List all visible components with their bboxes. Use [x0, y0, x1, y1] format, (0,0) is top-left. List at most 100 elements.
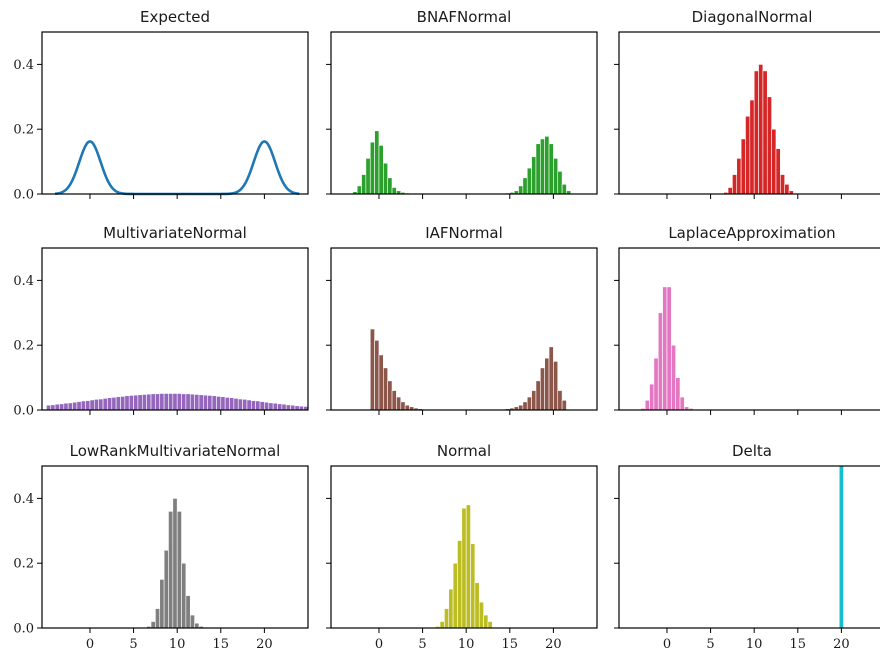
low-rank-multivariate-normal-x-tick-label: 20 [256, 637, 273, 652]
bnafnormal-bar [540, 138, 545, 195]
laplace-approximation-bar [662, 286, 668, 411]
multivariate-normal-bar [277, 403, 283, 411]
normal-bar [457, 540, 463, 629]
multivariate-normal-bar [46, 404, 52, 411]
multivariate-normal-bar [172, 393, 178, 411]
low-rank-multivariate-normal-bar [159, 579, 165, 629]
normal-x-tick-label: 5 [418, 637, 426, 652]
normal-bar [452, 562, 458, 629]
multivariate-normal-bar [111, 397, 117, 411]
iafnormal-bar [548, 346, 554, 411]
diagonal-normal-bar [745, 115, 751, 195]
normal-bar [448, 588, 454, 629]
iafnormal-bar [540, 367, 545, 411]
low-rank-multivariate-normal-bar [168, 511, 174, 629]
iafnormal-bar [369, 328, 375, 411]
bnafnormal-bar [361, 174, 367, 195]
normal-x-tick-label: 20 [545, 637, 562, 652]
bnafnormal-bar [526, 167, 532, 195]
delta-title: Delta [732, 442, 772, 460]
multivariate-normal-bar [115, 396, 121, 411]
iafnormal-bar [378, 354, 384, 411]
multivariate-normal-bar [159, 393, 165, 411]
iafnormal-bar [561, 399, 567, 411]
laplace-approximation-axes-frame [618, 247, 880, 411]
multivariate-normal-y-tick-label: 0.4 [13, 274, 34, 289]
normal-bar [483, 614, 489, 629]
bnafnormal-bar [557, 171, 563, 195]
bnafnormal-title: BNAFNormal [417, 8, 512, 26]
multivariate-normal-bar [94, 399, 99, 411]
bnafnormal-bar [535, 143, 541, 195]
multivariate-normal-bar [98, 398, 104, 411]
multivariate-normal-bar [198, 394, 204, 411]
normal-x-tick-label: 0 [375, 637, 383, 652]
normal-bar [474, 582, 480, 629]
bnafnormal-bar [356, 185, 362, 195]
multivariate-normal-bar [176, 393, 182, 411]
iafnormal-bar [557, 390, 563, 411]
multivariate-normal-bar [181, 393, 187, 411]
multivariate-normal-bar [194, 394, 200, 411]
iafnormal-bar [400, 401, 406, 411]
laplace-approximation-title: LaplaceApproximation [668, 224, 835, 242]
multivariate-normal-y-tick-label: 0.0 [13, 404, 34, 419]
diagonal-normal-bar [771, 128, 777, 195]
multivariate-normal-bar [146, 393, 152, 411]
multivariate-normal-bar [290, 404, 296, 411]
expected-panel: Expected 0.0 0.2 0.4 [13, 8, 309, 203]
multivariate-normal-axes-frame [41, 247, 309, 411]
normal-axes-frame [330, 465, 598, 629]
delta-x-tick-label: 20 [833, 637, 850, 652]
normal-bar [461, 507, 467, 629]
expected-y-tick-label: 0.2 [13, 123, 34, 138]
normal-bar [470, 543, 476, 629]
normal-bar [439, 621, 445, 629]
multivariate-normal-bar [189, 393, 195, 411]
laplace-approximation-bar [657, 312, 663, 411]
diagonal-normal-bar [736, 158, 742, 195]
multivariate-normal-bar [224, 397, 230, 411]
bnafnormal-bar [548, 143, 554, 195]
iafnormal-bar [553, 361, 559, 411]
delta-x-tick-label: 10 [746, 637, 763, 652]
bnafnormal-bar [522, 177, 528, 195]
multivariate-normal-bar [281, 403, 287, 411]
low-rank-multivariate-normal-x-tick-label: 0 [86, 637, 94, 652]
low-rank-multivariate-normal-bar [163, 549, 169, 629]
multivariate-normal-bar [85, 400, 91, 411]
delta-bar [838, 465, 844, 629]
multivariate-normal-bar [255, 400, 261, 411]
multivariate-normal-bar [102, 398, 108, 411]
laplace-approximation-bar [679, 396, 685, 411]
low-rank-multivariate-normal-bar [181, 562, 187, 629]
laplace-approximation-bar [675, 377, 681, 411]
bnafnormal-bar [518, 185, 524, 195]
diagonal-normal-axes-frame [618, 31, 880, 195]
diagonal-normal-bar [727, 187, 733, 195]
expected-y-tick-label: 0.0 [13, 188, 34, 203]
multivariate-normal-bar [294, 405, 300, 411]
multivariate-normal-bar [207, 395, 213, 411]
multivariate-normal-bar [220, 396, 226, 411]
low-rank-multivariate-normal-bar [172, 498, 178, 629]
iafnormal-bar [535, 380, 541, 411]
multivariate-normal-bar [124, 395, 130, 411]
multivariate-normal-bar [137, 394, 143, 411]
multivariate-normal-bar [268, 402, 274, 411]
multivariate-normal-bar [63, 402, 69, 411]
low-rank-multivariate-normal-x-tick-label: 5 [129, 637, 137, 652]
diagonal-normal-bar [758, 64, 764, 195]
multivariate-normal-bar [76, 401, 82, 411]
diagonal-normal-title: DiagonalNormal [692, 8, 813, 26]
low-rank-multivariate-normal-y-tick-label: 0.0 [13, 622, 34, 637]
bnafnormal-bar [561, 183, 567, 195]
laplace-approximation-bar [666, 286, 672, 411]
low-rank-multivariate-normal-y-tick-label: 0.2 [13, 557, 34, 572]
low-rank-multivariate-normal-panel: LowRankMultivariateNormal 0 5 10 15 20 0.0 0.2 0… [13, 442, 309, 652]
bnafnormal-bar [544, 136, 550, 195]
bnafnormal-bar [374, 130, 380, 195]
multivariate-normal-bar [50, 404, 56, 411]
multivariate-normal-bar [80, 400, 86, 411]
